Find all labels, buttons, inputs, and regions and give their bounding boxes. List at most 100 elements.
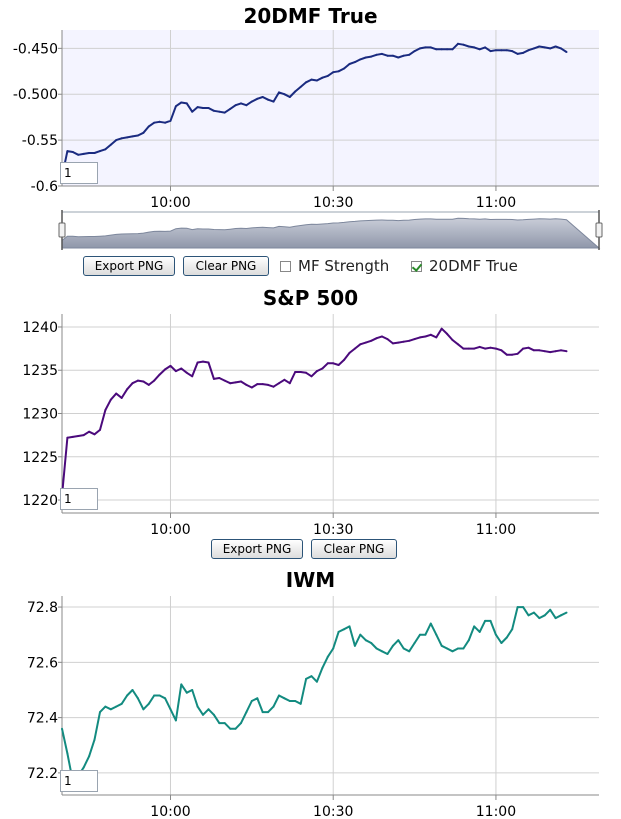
data-point (484, 347, 487, 350)
data-point (305, 677, 308, 680)
data-point (440, 327, 443, 330)
data-point (267, 711, 270, 714)
data-point (348, 63, 351, 65)
data-point (538, 45, 541, 48)
data-point (299, 85, 302, 88)
data-point (375, 53, 378, 56)
data-point (321, 666, 324, 669)
zoom-input[interactable]: 1 (60, 162, 98, 184)
data-point (196, 106, 199, 109)
data-point (424, 46, 427, 49)
y-tick-label: 72.6 (27, 655, 58, 671)
data-point (256, 697, 259, 700)
chart-20dmf-true: -0.450 -0.500 -0.55 -0.6 10:00 10:30 11:00 (13, 30, 599, 211)
clear-png-button[interactable]: Clear PNG (311, 539, 397, 559)
export-png-button[interactable]: Export PNG (83, 256, 175, 276)
y-tick-label: -0.55 (22, 133, 58, 149)
data-point (429, 46, 432, 49)
data-point (348, 625, 351, 628)
data-point (500, 642, 503, 644)
data-point (370, 339, 373, 342)
data-point (310, 675, 313, 678)
data-point (288, 96, 291, 98)
x-tick-label: 10:30 (313, 522, 353, 538)
zoom-input[interactable]: 1 (60, 770, 98, 792)
data-point (142, 131, 145, 134)
data-point (174, 370, 177, 373)
data-point (429, 333, 432, 336)
data-point (332, 71, 335, 74)
navigator-left-handle[interactable] (58, 222, 66, 238)
data-point (250, 700, 253, 702)
data-point (451, 48, 454, 51)
zoom-input[interactable]: 1 (60, 488, 98, 510)
data-point (288, 700, 291, 702)
data-point (99, 150, 101, 153)
data-point (267, 98, 270, 101)
data-point (158, 694, 161, 697)
data-point (180, 367, 183, 370)
data-point (446, 48, 449, 51)
data-point (136, 134, 139, 137)
data-point (391, 644, 394, 647)
toggle-mf-strength[interactable]: MF Strength (280, 257, 389, 275)
data-point (337, 70, 340, 73)
data-point (66, 150, 69, 153)
data-point (565, 51, 568, 53)
data-point (565, 350, 568, 353)
y-tick-label: 72.8 (27, 600, 58, 616)
data-point (467, 347, 470, 350)
data-point (435, 633, 438, 636)
data-point (516, 606, 519, 609)
data-point (494, 49, 497, 52)
data-point (93, 152, 96, 154)
toggle-20dmf-true[interactable]: 20DMF True (411, 257, 518, 275)
data-point (240, 380, 242, 383)
data-point (283, 697, 286, 700)
data-point (343, 67, 346, 70)
data-point (191, 689, 194, 691)
data-point (261, 96, 264, 98)
data-point (543, 614, 546, 617)
data-point (413, 338, 416, 341)
data-point (120, 702, 123, 705)
data-point (326, 655, 329, 658)
data-point (522, 51, 525, 54)
data-point (256, 383, 259, 386)
y-tick-label: 1230 (22, 407, 58, 423)
data-point (240, 722, 242, 725)
data-point (115, 139, 118, 142)
data-point (250, 100, 253, 103)
data-point (147, 383, 150, 386)
data-point (386, 54, 389, 57)
data-point (381, 52, 383, 55)
data-point (180, 683, 183, 686)
data-point (142, 708, 145, 711)
data-point (272, 385, 275, 388)
data-point (120, 137, 123, 140)
data-point (77, 435, 80, 437)
data-point (337, 364, 340, 366)
chart-title-20dmf: 20DMF True (243, 4, 378, 28)
data-point (343, 358, 346, 361)
navigator-right-handle[interactable] (595, 222, 603, 238)
y-tick-label: 1220 (22, 493, 58, 509)
clear-png-button[interactable]: Clear PNG (183, 256, 269, 276)
data-point (370, 642, 373, 644)
data-point (126, 694, 129, 697)
data-point (153, 121, 156, 124)
range-navigator[interactable] (0, 200, 621, 260)
data-point (120, 396, 123, 399)
data-point (321, 367, 324, 370)
data-point (93, 433, 96, 436)
data-point (153, 694, 156, 697)
x-tick-label: 11:00 (476, 804, 516, 819)
data-point (104, 705, 107, 708)
checkbox-20dmf-true[interactable] (411, 260, 422, 272)
data-point (560, 614, 562, 617)
checkbox-mf-strength[interactable] (280, 260, 291, 272)
data-point (267, 383, 270, 386)
data-point (158, 120, 161, 123)
data-point (207, 107, 210, 109)
export-png-button[interactable]: Export PNG (211, 539, 303, 559)
